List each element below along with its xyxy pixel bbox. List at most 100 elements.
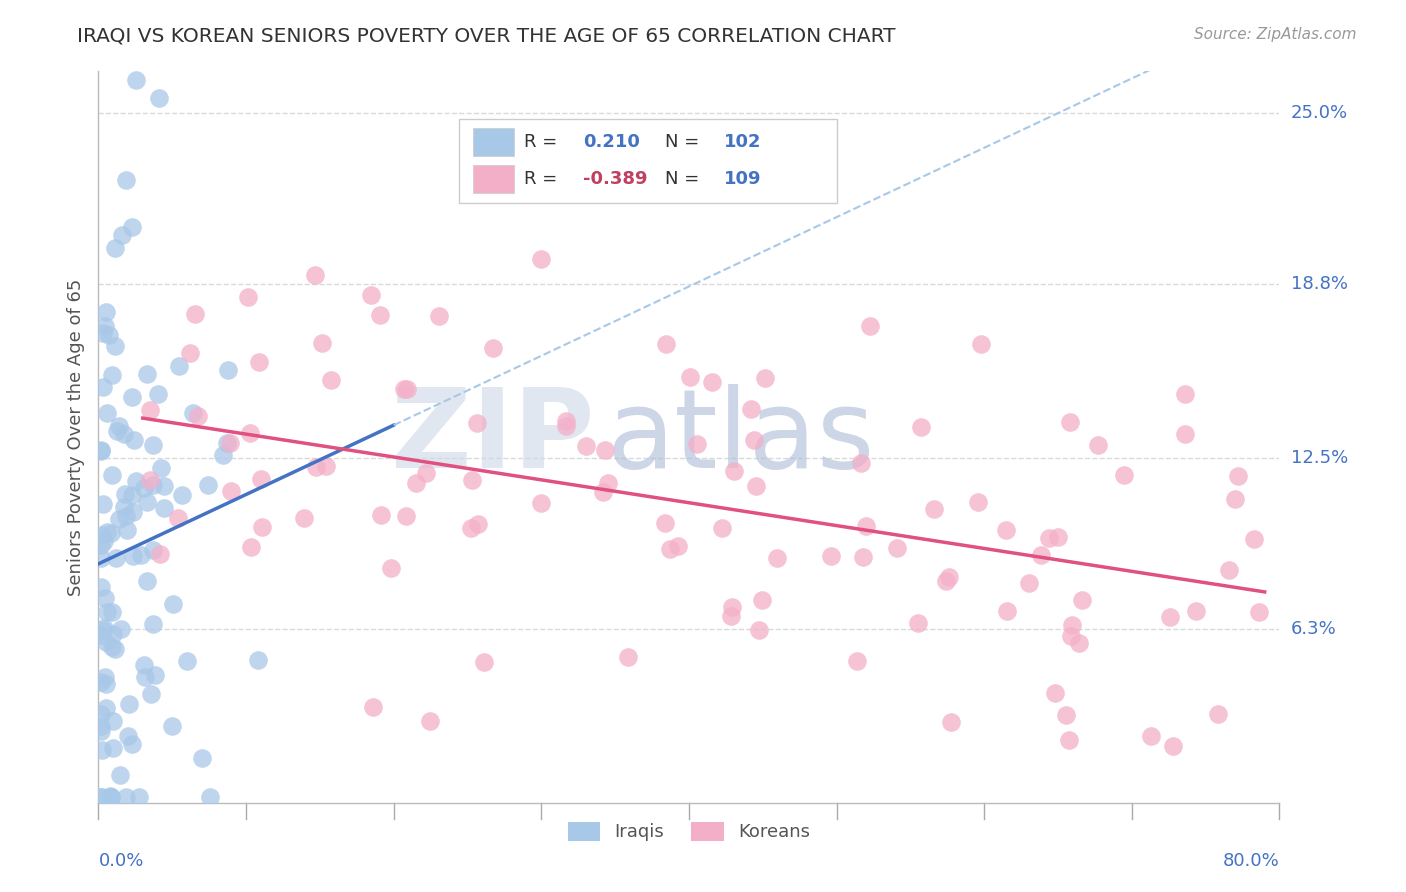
- Point: [1059, 629, 1081, 643]
- Point: [121, 737, 143, 751]
- Point: [311, 336, 333, 351]
- Point: [114, 173, 136, 187]
- Point: [101, 368, 124, 382]
- Point: [135, 495, 157, 509]
- Legend: Iraqis, Koreans: Iraqis, Koreans: [561, 814, 817, 848]
- Point: [136, 574, 159, 588]
- Point: [184, 307, 207, 321]
- Point: [849, 456, 872, 470]
- Point: [679, 370, 702, 384]
- Point: [170, 488, 193, 502]
- Point: [93, 670, 115, 684]
- Point: [305, 460, 328, 475]
- Point: [141, 687, 163, 701]
- Point: [555, 414, 578, 428]
- Point: [555, 419, 578, 434]
- Point: [90, 538, 112, 552]
- Point: [419, 714, 441, 728]
- Point: [122, 549, 145, 563]
- Point: [252, 520, 274, 534]
- Point: [132, 658, 155, 673]
- Point: [723, 464, 745, 478]
- Point: [1243, 533, 1265, 547]
- Point: [1114, 467, 1136, 482]
- Point: [108, 768, 131, 782]
- Point: [855, 518, 877, 533]
- Point: [1206, 707, 1229, 722]
- Point: [105, 424, 128, 438]
- Point: [1225, 492, 1247, 507]
- Point: [115, 790, 138, 805]
- Point: [142, 438, 165, 452]
- Point: [142, 543, 165, 558]
- Point: [139, 402, 162, 417]
- Point: [96, 406, 118, 420]
- FancyBboxPatch shape: [472, 165, 515, 193]
- Point: [121, 220, 143, 235]
- Point: [104, 339, 127, 353]
- Point: [90, 443, 112, 458]
- Point: [117, 729, 139, 743]
- Text: 6.3%: 6.3%: [1291, 620, 1336, 638]
- Point: [149, 547, 172, 561]
- Point: [460, 520, 482, 534]
- Point: [111, 228, 134, 243]
- Point: [90, 707, 112, 722]
- Point: [129, 548, 152, 562]
- Point: [162, 597, 184, 611]
- Point: [90, 444, 112, 458]
- Point: [361, 700, 384, 714]
- Point: [1057, 733, 1080, 747]
- Point: [121, 390, 143, 404]
- Point: [995, 604, 1018, 618]
- Point: [108, 419, 131, 434]
- Point: [405, 476, 427, 491]
- Point: [593, 442, 616, 457]
- Point: [392, 383, 415, 397]
- Point: [125, 475, 148, 489]
- Text: 102: 102: [724, 133, 762, 152]
- Text: 25.0%: 25.0%: [1291, 103, 1348, 122]
- Point: [142, 478, 165, 492]
- Point: [720, 600, 742, 615]
- Point: [108, 512, 131, 526]
- Point: [617, 649, 640, 664]
- Point: [1227, 469, 1250, 483]
- Point: [427, 309, 450, 323]
- Point: [93, 533, 115, 548]
- Text: R =: R =: [523, 169, 557, 188]
- Point: [740, 401, 762, 416]
- Point: [748, 623, 770, 637]
- Point: [247, 355, 270, 369]
- Point: [142, 617, 165, 632]
- Point: [90, 790, 112, 805]
- Point: [686, 437, 709, 451]
- Point: [1060, 618, 1083, 632]
- Point: [121, 488, 143, 502]
- Text: 0.210: 0.210: [582, 133, 640, 152]
- Point: [1071, 593, 1094, 607]
- Point: [922, 502, 945, 516]
- Point: [98, 789, 121, 803]
- Point: [125, 72, 148, 87]
- Point: [90, 723, 112, 738]
- Point: [1218, 563, 1240, 577]
- Point: [598, 475, 620, 490]
- Point: [659, 541, 682, 556]
- Text: 12.5%: 12.5%: [1291, 449, 1348, 467]
- Text: 18.8%: 18.8%: [1291, 275, 1347, 293]
- Point: [370, 508, 392, 523]
- Text: -0.389: -0.389: [582, 169, 647, 188]
- Point: [236, 289, 259, 303]
- Point: [94, 700, 117, 714]
- Point: [1174, 426, 1197, 441]
- Point: [118, 697, 141, 711]
- Text: 0.0%: 0.0%: [98, 853, 143, 871]
- Point: [465, 416, 488, 430]
- Point: [1161, 739, 1184, 753]
- Point: [467, 516, 489, 531]
- Point: [149, 460, 172, 475]
- Point: [395, 509, 418, 524]
- Point: [91, 380, 114, 394]
- Point: [94, 591, 117, 605]
